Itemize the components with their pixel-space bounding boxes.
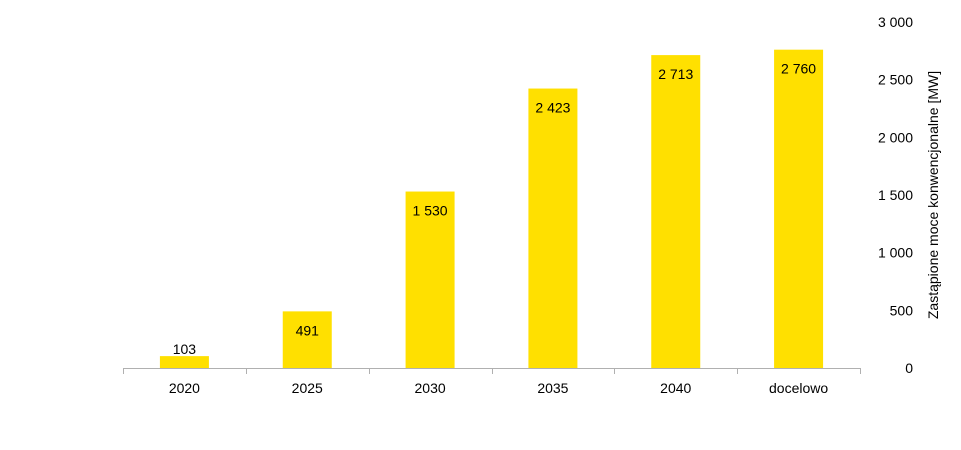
data-label: 2 760 <box>781 61 816 77</box>
y-axis-tick-label: 2 500 <box>878 72 913 88</box>
data-label: 103 <box>173 341 197 357</box>
x-axis-label: 2040 <box>660 380 691 396</box>
y-axis-labels: 0 500 1 000 1 500 2 000 2 500 3 000 <box>878 14 913 376</box>
x-axis-label: 2035 <box>537 380 568 396</box>
data-label: 2 713 <box>658 66 693 82</box>
bar-2025 <box>282 311 332 368</box>
x-axis-label: docelowo <box>769 380 828 396</box>
y-axis-tick-label: 1 500 <box>878 187 913 203</box>
y-axis-tick-label: 3 000 <box>878 14 913 30</box>
bar-docelowo <box>774 49 824 369</box>
x-axis-label: 2025 <box>292 380 323 396</box>
data-label: 491 <box>296 322 320 338</box>
bar-2040 <box>651 55 701 368</box>
y-axis-tick-label: 2 000 <box>878 129 913 145</box>
x-axis-label: 2020 <box>169 380 200 396</box>
bar-2020 <box>159 356 209 368</box>
bar-2035 <box>528 88 578 368</box>
x-axis-labels: 2020 2025 2030 2035 2040 docelowo <box>169 380 829 396</box>
data-label: 2 423 <box>535 100 570 116</box>
y-axis-tick-label: 1 000 <box>878 245 913 261</box>
y-axis-tick-label: 500 <box>890 302 914 318</box>
y-axis-tick-label: 0 <box>905 360 913 376</box>
y-axis-title: Zastąpione moce konwencjonalne [MW] <box>925 71 941 319</box>
bar-2030 <box>405 191 455 368</box>
bars-group <box>159 49 824 369</box>
data-labels-group: 103 491 1 530 2 423 2 713 2 760 <box>173 61 817 357</box>
x-axis-ticks <box>123 368 861 374</box>
x-axis-label: 2030 <box>415 380 446 396</box>
data-label: 1 530 <box>413 203 448 219</box>
